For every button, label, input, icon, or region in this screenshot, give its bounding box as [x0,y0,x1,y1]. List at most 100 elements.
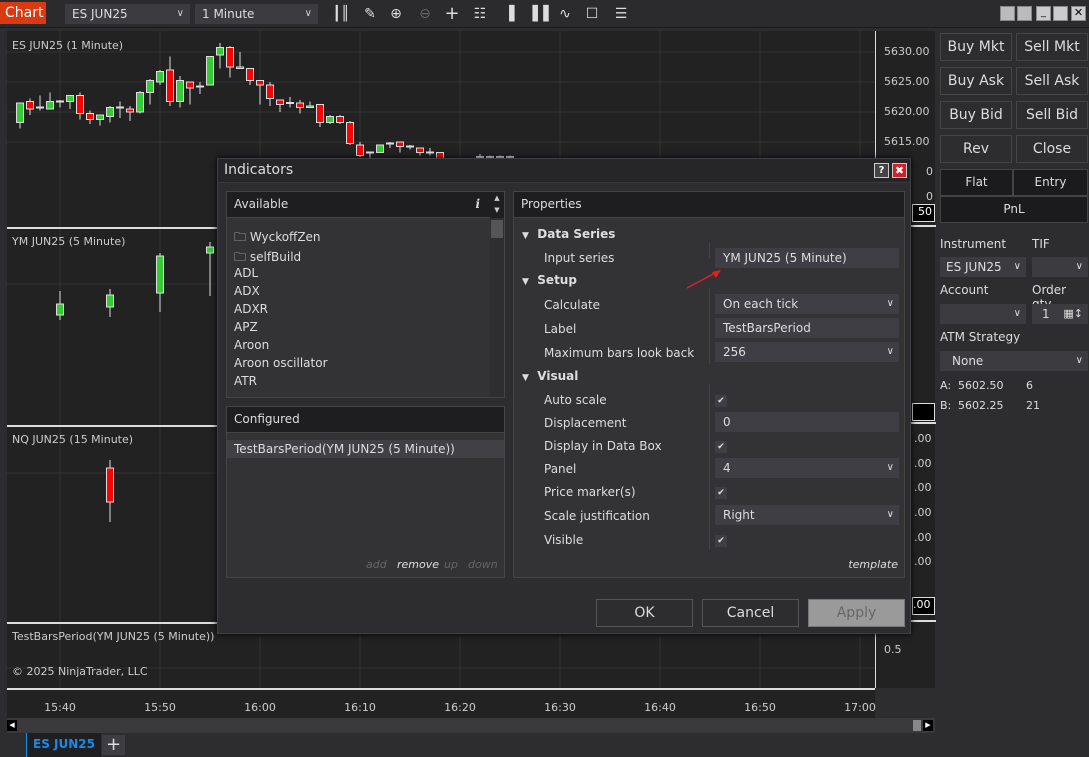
close-dialog-icon[interactable]: ✖ [892,163,907,178]
atm-strategy-select[interactable]: None ∨ [940,351,1088,371]
category-visual[interactable]: ▼ Visual [522,369,578,383]
list-item-folder[interactable]: 🗀 WyckoffZen [234,228,321,249]
price-markers-checkbox[interactable]: ✔ [715,487,727,499]
account-select[interactable]: ∨ [940,304,1026,324]
close-button[interactable]: Close [1016,135,1088,163]
list-item[interactable]: ADX [234,284,260,298]
zoom-out-icon[interactable]: ⊖ [419,6,431,22]
auto-scale-checkbox[interactable]: ✔ [715,395,727,407]
dialog-titlebar[interactable] [218,159,910,183]
list-item[interactable]: ATR [234,374,257,388]
displacement-input[interactable]: 0 [715,412,899,432]
window-button-1[interactable] [1000,6,1015,21]
scale-value: Right [723,508,755,522]
price-tick: .00 [914,457,932,470]
sell-ask-button[interactable]: Sell Ask [1016,67,1088,95]
buy-bid-button[interactable]: Buy Bid [940,101,1012,129]
list-item[interactable]: Aroon [234,338,270,352]
candle-body [296,102,304,108]
price-tick: 0 [926,165,933,178]
calculate-value: On each tick [723,297,799,311]
info-icon[interactable]: i [475,197,480,211]
available-header: Available i [227,192,490,218]
reverse-button[interactable]: Rev [940,135,1012,163]
crosshair-icon[interactable]: + [444,3,460,24]
entry-price: Entry [1013,169,1088,196]
input-series-field[interactable]: YM JUN25 (5 Minute) [715,248,899,268]
column-divider [709,242,710,258]
price-marker: .00 [912,597,935,615]
available-list: Available i ▲ ▼ 🗀 WyckoffZen 🗀 selfBuild A… [226,191,505,398]
configured-item[interactable]: TestBarsPeriod(YM JUN25 (5 Minute)) [227,440,504,458]
chart-trader-icon[interactable]: ▐ [503,6,515,22]
label-input[interactable]: TestBarsPeriod [715,318,899,338]
close-window-icon[interactable]: ✕ [1071,6,1086,21]
time-axis[interactable]: 15:40 15:50 16:00 16:10 16:20 16:30 16:4… [7,688,876,718]
tif-select[interactable]: ∨ [1032,257,1088,277]
candle-body [26,101,34,110]
interval-selector[interactable]: 1 Minute ∨ [195,4,318,24]
category-data-series[interactable]: ▼ Data Series [522,227,615,241]
sell-bid-button[interactable]: Sell Bid [1016,101,1088,129]
visible-checkbox[interactable]: ✔ [715,535,727,547]
scale-justification-select[interactable]: Right ∨ [715,505,899,525]
buy-market-button[interactable]: Buy Mkt [940,33,1012,61]
down-link[interactable]: down [468,558,498,571]
data-box-checkbox[interactable]: ✔ [715,441,727,453]
indicators-icon[interactable]: ▐▐ [527,6,549,22]
chevron-down-icon: ∨ [1013,308,1021,319]
add-link[interactable]: add [366,558,387,571]
sell-market-button[interactable]: Sell Mkt [1016,33,1088,61]
bar-type-icon[interactable]: ┃║ [332,6,350,22]
horizontal-scrollbar[interactable]: ◀ ▶ [7,718,935,733]
panel-select[interactable]: 4 ∨ [715,458,899,478]
available-scrollbar[interactable] [490,218,504,397]
properties-icon[interactable]: ☐ [585,6,599,22]
max-bars-select[interactable]: 256 ∨ [715,342,899,362]
data-box-icon[interactable]: ☷ [473,6,487,22]
apply-button[interactable]: Apply [808,599,905,627]
list-item-folder[interactable]: 🗀 selfBuild [234,248,301,269]
list-item[interactable]: Aroon oscillator [234,356,328,370]
zoom-in-icon[interactable]: ⊕ [390,6,402,22]
window-button-2[interactable] [1017,6,1032,21]
ok-button[interactable]: OK [596,599,693,627]
minimize-icon[interactable]: _ [1036,6,1051,21]
cancel-button[interactable]: Cancel [702,599,799,627]
strategies-icon[interactable]: ∿ [559,6,571,22]
list-icon[interactable]: ☰ [614,6,628,22]
calculate-select[interactable]: On each tick ∨ [715,294,899,314]
tab-es-jun25[interactable]: ES JUN25 [26,733,101,757]
instrument-selector[interactable]: ES JUN25 ∨ [65,4,190,24]
price-tick: .00 [914,432,932,445]
template-link[interactable]: template [848,558,898,571]
account-label: Account [940,283,989,297]
add-tab-button[interactable]: + [102,735,125,755]
up-link[interactable]: up [444,558,458,571]
list-item[interactable]: ADXR [234,302,269,316]
instrument-select[interactable]: ES JUN25 ∨ [940,257,1026,277]
scroll-left-icon[interactable]: ◀ [7,720,17,731]
candle-body [106,107,114,117]
configured-header: Configured [227,407,504,433]
scroll-right-icon[interactable]: ▶ [923,720,933,731]
sort-icon[interactable]: ▲ ▼ [490,192,504,218]
list-item[interactable]: APZ [234,320,258,334]
prop-label: Display in Data Box [544,439,662,453]
bid-price: 5602.25 [958,399,1004,412]
calculator-icon[interactable]: ▦↕ [1063,307,1083,320]
drawing-tool-icon[interactable]: ✎ [364,6,376,22]
maximize-icon[interactable] [1053,6,1068,21]
order-qty-input[interactable]: 1 ▦↕ [1032,304,1088,324]
candle-body [106,467,114,503]
candle-body [416,147,424,153]
scroll-thumb[interactable] [913,720,921,731]
remove-link[interactable]: remove [397,558,440,571]
order-qty-value: 1 [1042,307,1050,321]
category-setup[interactable]: ▼ Setup [522,273,577,287]
scroll-thumb[interactable] [491,220,503,238]
list-item[interactable]: ADL [234,266,259,280]
help-button[interactable]: ? [874,163,889,178]
buy-ask-button[interactable]: Buy Ask [940,67,1012,95]
price-tick: 5615.00 [884,135,930,148]
